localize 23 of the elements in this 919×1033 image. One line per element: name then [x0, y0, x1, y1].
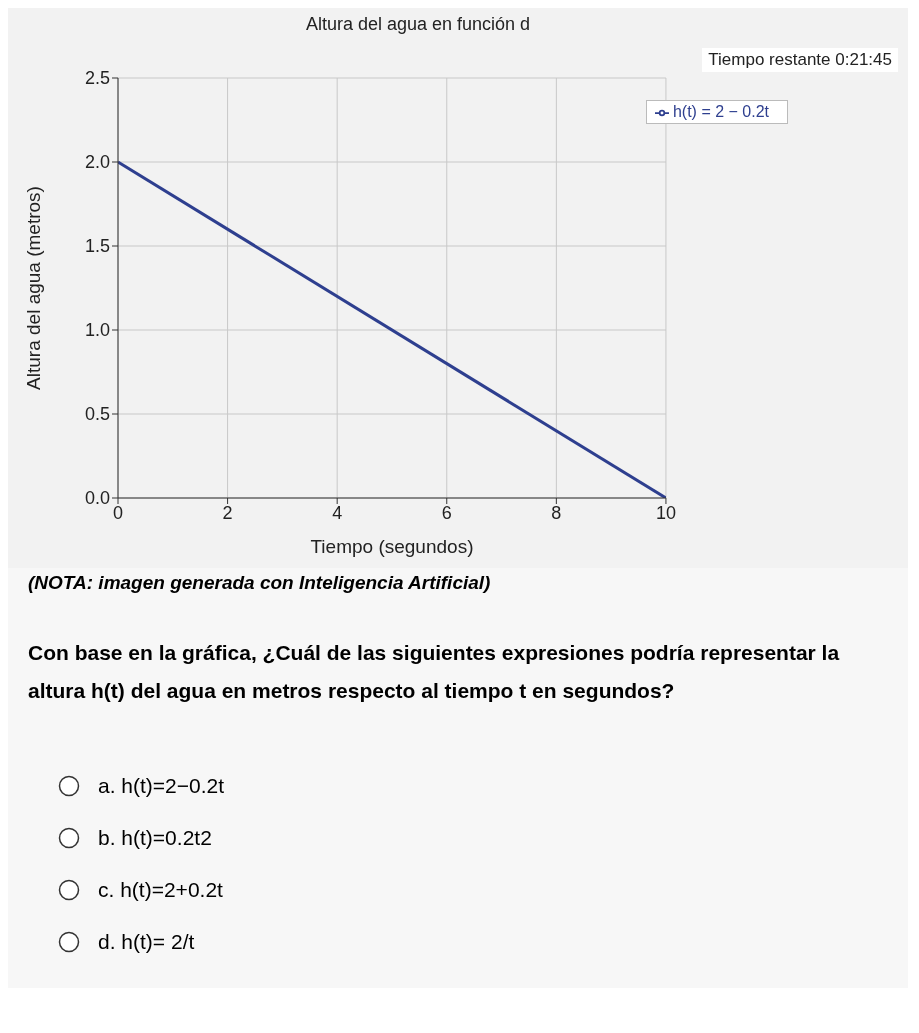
y-tick-label: 0.5: [84, 404, 110, 425]
x-tick-label: 0: [112, 502, 124, 523]
text: c. h(t)=2+0.2t: [98, 878, 223, 902]
y-tick-label: 1.0: [84, 320, 110, 341]
x-axis-title: Tiempo (segundos): [310, 536, 474, 557]
x-tick-label: 10: [655, 502, 676, 523]
y-axis-title: Altura del agua (metros): [22, 186, 44, 390]
y-tick-label: 1.5: [84, 236, 110, 257]
x-tick-label: 8: [551, 502, 562, 523]
x-tick-label: 6: [441, 502, 452, 523]
chart-title: Altura del agua en función d: [304, 14, 532, 35]
text: a. h(t)=2−0.2t: [98, 774, 225, 798]
text: Tiempo restante 0:21:45: [702, 48, 898, 72]
legend-label: h(t) = 2 − 0.2t: [672, 103, 769, 120]
text: Con base en la gráfica, ¿Cuál de las siguientes expresiones podría representar la altura h(t) del agua en metros respecto al tiempo t en segundos?: [28, 640, 841, 704]
text: b. h(t)=0.2t2: [98, 826, 212, 850]
text: d. h(t)= 2/t: [98, 930, 195, 954]
text: (NOTA: imagen generada con Inteligencia Artificial): [28, 572, 492, 594]
x-tick-label: 2: [222, 502, 233, 523]
y-tick-label: 2.5: [84, 68, 110, 89]
y-tick-label: 0.0: [84, 488, 110, 509]
y-tick-label: 2.0: [84, 152, 110, 173]
x-tick-label: 4: [332, 502, 343, 523]
